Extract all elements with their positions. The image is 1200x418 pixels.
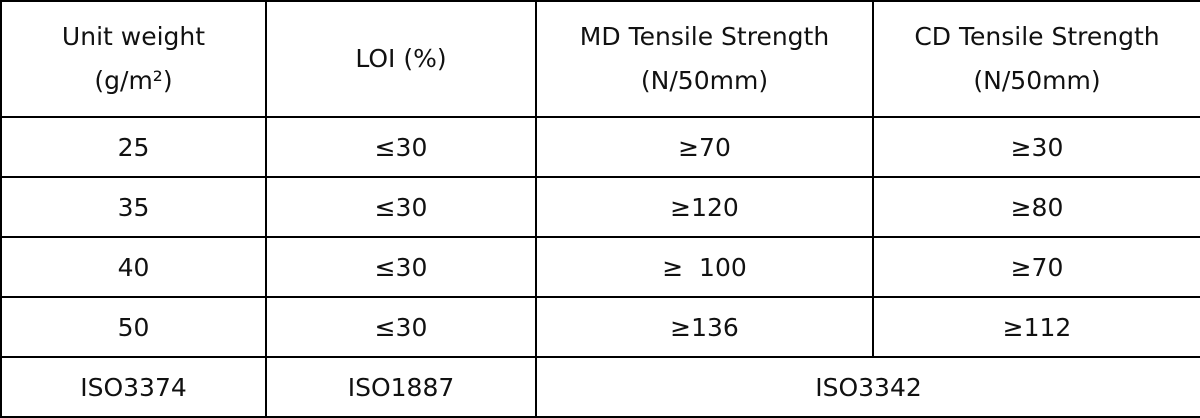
data-cell: ≥112: [872, 296, 1200, 358]
data-row: 35 ≤30 ≥120 ≥80: [0, 176, 1200, 238]
footer-cell: ISO1887: [265, 356, 537, 418]
data-cell: ≥70: [535, 116, 874, 178]
header-cell: MD Tensile Strength (N/50mm): [535, 0, 874, 118]
data-row: 25 ≤30 ≥70 ≥30: [0, 116, 1200, 178]
header-row: Unit weight (g/m²) LOI (%) MD Tensile Stren…: [0, 0, 1200, 118]
data-cell: ≥ 100: [535, 236, 874, 298]
data-cell: 25: [0, 116, 267, 178]
data-row: 40 ≤30 ≥ 100 ≥70: [0, 236, 1200, 298]
data-cell: 40: [0, 236, 267, 298]
data-cell: ≤30: [265, 116, 537, 178]
header-text: MD Tensile Strength: [579, 22, 830, 51]
data-cell: ≤30: [265, 296, 537, 358]
footer-row: ISO3374 ISO1887 ISO3342: [0, 356, 1200, 418]
data-cell: ≥136: [535, 296, 874, 358]
data-row: 50 ≤30 ≥136 ≥112: [0, 296, 1200, 358]
data-cell: 50: [0, 296, 267, 358]
header-text: CD Tensile Strength: [914, 22, 1160, 51]
header-cell: LOI (%): [265, 0, 537, 118]
header-text: LOI (%): [355, 44, 447, 73]
data-cell: ≥120: [535, 176, 874, 238]
data-cell: ≥30: [872, 116, 1200, 178]
header-text: (g/m²): [94, 66, 173, 95]
footer-cell: ISO3374: [0, 356, 267, 418]
data-cell: ≤30: [265, 236, 537, 298]
footer-cell: ISO3342: [535, 356, 1200, 418]
header-text: (N/50mm): [640, 66, 769, 95]
header-cell: Unit weight (g/m²): [0, 0, 267, 118]
header-text: (N/50mm): [973, 66, 1101, 95]
data-cell: ≥80: [872, 176, 1200, 238]
header-text: Unit weight: [61, 22, 206, 51]
data-cell: ≥70: [872, 236, 1200, 298]
data-cell: ≤30: [265, 176, 537, 238]
header-cell: CD Tensile Strength (N/50mm): [872, 0, 1200, 118]
data-cell: 35: [0, 176, 267, 238]
